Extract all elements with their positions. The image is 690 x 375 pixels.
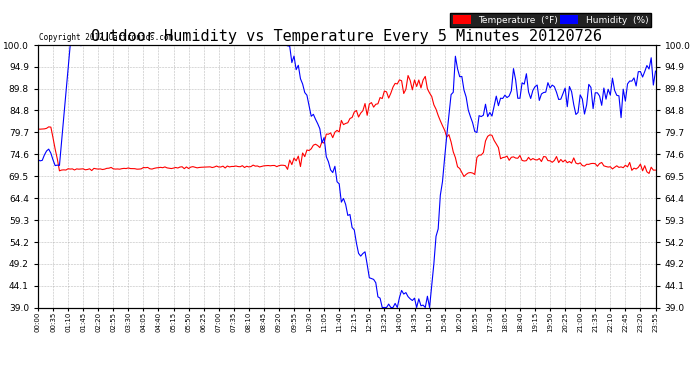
Title: Outdoor Humidity vs Temperature Every 5 Minutes 20120726: Outdoor Humidity vs Temperature Every 5 … <box>91 29 602 44</box>
Text: Copyright 2012 Cartronics.com: Copyright 2012 Cartronics.com <box>39 33 172 42</box>
Legend: Temperature  (°F), Humidity  (%): Temperature (°F), Humidity (%) <box>450 13 651 27</box>
